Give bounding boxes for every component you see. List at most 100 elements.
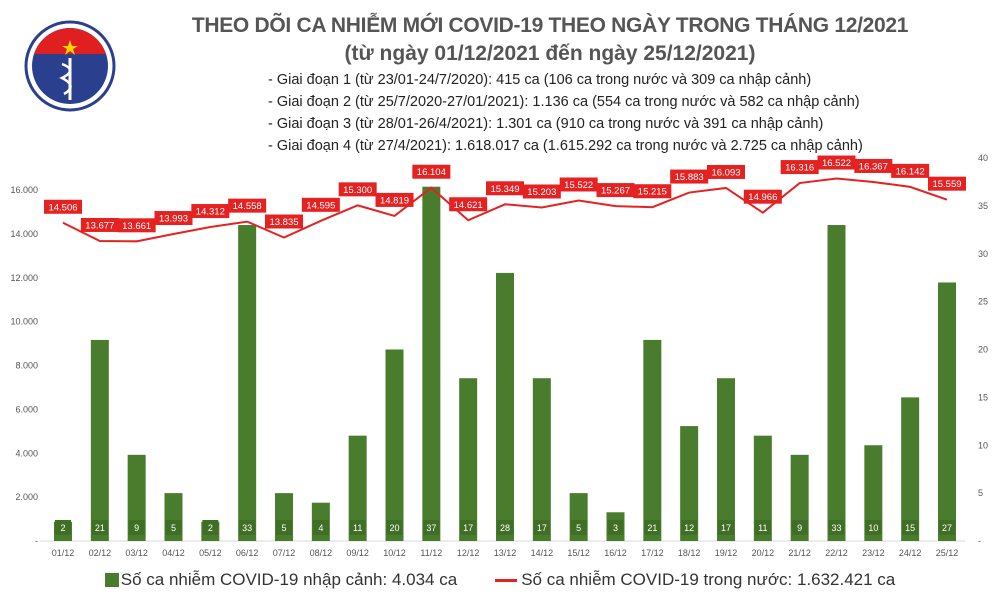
bar [422, 186, 441, 541]
x-tick-label: 14/12 [531, 548, 554, 558]
line-label: 16.522 [822, 158, 851, 169]
left-tick-label: 8.000 [15, 361, 38, 371]
bar [938, 282, 956, 541]
line-label: 16.142 [896, 166, 925, 177]
bar-label: 2 [208, 523, 213, 533]
bar-label: 17 [721, 523, 731, 533]
bar-label: 33 [831, 523, 841, 533]
x-tick-label: 02/12 [89, 548, 112, 558]
bar-label: 2 [60, 523, 65, 533]
x-tick-label: 15/12 [567, 548, 590, 558]
x-tick-label: 10/12 [383, 548, 406, 558]
bar [496, 272, 514, 541]
bar-label-bg [165, 520, 182, 535]
line-label-bg [854, 158, 893, 173]
bar-label: 37 [426, 523, 436, 533]
legend-item-imported: Số ca nhiễm COVID-19 nhập cảnh: 4.034 ca [104, 570, 457, 590]
line-label: 14.506 [48, 202, 77, 213]
bar-label-bg [902, 520, 919, 535]
x-tick-label: 16/12 [604, 548, 627, 558]
ministry-of-health-logo [24, 20, 116, 112]
line-label: 14.966 [748, 192, 777, 203]
bar-label: 20 [389, 523, 399, 533]
line-label-bg [817, 155, 856, 170]
bar [385, 349, 404, 541]
line-label-bg [228, 198, 267, 213]
bar-label-bg [55, 520, 71, 535]
line-label-bg [707, 164, 745, 179]
bar-label-bg [607, 520, 624, 535]
bar-label-bg [312, 520, 329, 535]
bar [127, 454, 146, 541]
bar-label: 9 [134, 523, 139, 533]
bar-label-bg [91, 520, 108, 535]
right-tick-label: - [978, 536, 981, 546]
bar-label-bg [497, 520, 513, 535]
line-label-bg [44, 199, 82, 214]
left-tick-label: 14.000 [10, 229, 38, 239]
line-label: 15.559 [932, 179, 961, 190]
x-tick-label: 20/12 [752, 548, 775, 558]
x-tick-label: 24/12 [899, 548, 922, 558]
bar-label-bg [239, 520, 256, 535]
line-label: 16.104 [417, 167, 446, 178]
line-label: 15.300 [343, 185, 372, 196]
line-label-bg [486, 181, 524, 196]
bar-label-bg [202, 520, 219, 535]
legend-bar-swatch [104, 573, 119, 587]
x-tick-label: 17/12 [641, 548, 664, 558]
left-tick-label: 16.000 [10, 185, 38, 195]
x-tick-label: 19/12 [715, 548, 738, 558]
line-label: 14.558 [233, 201, 262, 212]
line-label: 13.835 [269, 217, 298, 228]
phase-3: - Giai đoạn 3 (từ 28/01-26/4/2021): 1.30… [268, 116, 824, 132]
left-tick-label: 10.000 [10, 317, 38, 327]
x-tick-label: 04/12 [162, 548, 185, 558]
bar [348, 435, 367, 541]
left-tick-label: 2.000 [15, 492, 38, 502]
right-tick-label: 30 [978, 249, 988, 259]
bar-label: 17 [537, 523, 547, 533]
bar-label-bg [865, 520, 882, 535]
right-tick-label: 25 [978, 297, 988, 307]
bar-label: 33 [242, 523, 252, 533]
legend-label-domestic: Số ca nhiễm COVID-19 trong nước: 1.632.4… [521, 570, 896, 589]
phase-1: - Giai đoạn 1 (từ 23/01-24/7/2020): 415 … [268, 72, 812, 88]
bar-label: 5 [576, 523, 581, 533]
bar [532, 378, 551, 541]
bar [901, 397, 920, 541]
bar-label: 10 [868, 523, 878, 533]
bar [459, 378, 478, 541]
line-label: 13.677 [85, 220, 114, 231]
right-tick-label: 15 [978, 392, 988, 402]
x-tick-label: 08/12 [310, 548, 333, 558]
chart-subtitle: (từ ngày 01/12/2021 đến ngày 25/12/2021) [344, 42, 756, 65]
line-label-bg [670, 169, 709, 184]
bar [753, 435, 772, 541]
x-tick-label: 07/12 [273, 548, 296, 558]
bar-label: 3 [613, 523, 618, 533]
bar [717, 378, 735, 541]
bar-label-bg [570, 520, 587, 535]
bar-label-bg [681, 520, 698, 535]
line-label-bg [780, 160, 819, 175]
line-label: 14.312 [196, 207, 225, 218]
bar-label: 17 [463, 523, 473, 533]
line-label: 16.367 [859, 161, 888, 172]
line-label: 16.316 [785, 163, 814, 174]
bar-label-bg [718, 520, 734, 535]
right-tick-label: 20 [978, 345, 988, 355]
x-tick-label: 12/12 [457, 548, 480, 558]
line-label-bg [117, 218, 156, 233]
x-tick-label: 03/12 [125, 548, 148, 558]
left-tick-label: 12.000 [10, 273, 38, 283]
phase-4: - Giai đoạn 4 (từ 27/4/2021): 1.618.017 … [268, 138, 863, 154]
line-label: 16.093 [711, 167, 740, 178]
bar [90, 339, 109, 541]
x-tick-label: 06/12 [236, 548, 259, 558]
bar-label-bg [423, 520, 440, 535]
x-tick-label: 23/12 [862, 548, 885, 558]
phase-2: - Giai đoạn 2 (từ 25/7/2020-27/01/2021):… [268, 94, 860, 110]
left-tick-label: 4.000 [15, 448, 38, 458]
